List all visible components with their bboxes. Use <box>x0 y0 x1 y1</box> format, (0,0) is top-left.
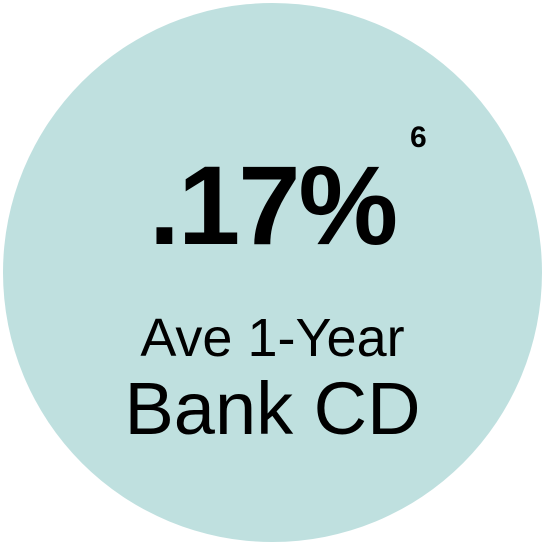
footnote-marker: 6 <box>410 121 427 154</box>
badge-circle <box>3 3 542 542</box>
stat-label-line1: Ave 1-Year <box>140 308 405 368</box>
stat-value: .17% <box>148 143 398 268</box>
stat-label-line2: Bank CD <box>124 367 421 450</box>
